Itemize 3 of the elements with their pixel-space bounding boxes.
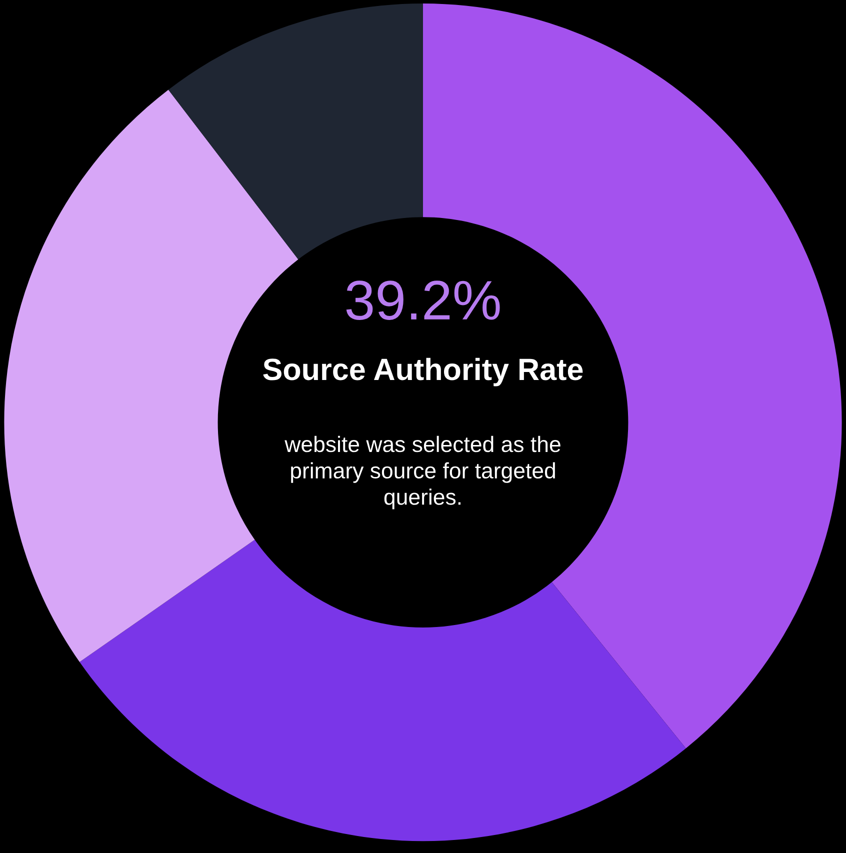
text: 39.2% [346,280,500,320]
source-note: Source Authority Rate [263,358,583,386]
text: website was selected as the primary source for targeted queries. [284,436,560,510]
